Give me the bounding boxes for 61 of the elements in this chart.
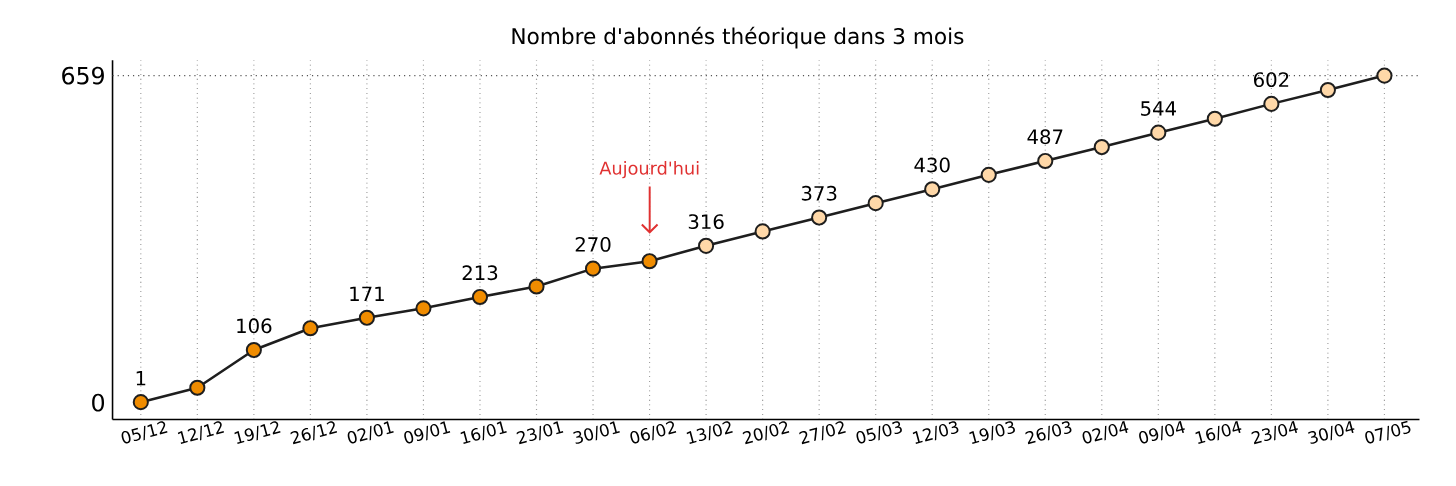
data-label: 270 [575, 237, 611, 253]
data-label: 316 [688, 214, 724, 230]
point [189, 379, 206, 396]
point [471, 289, 489, 306]
data-label: 213 [462, 265, 498, 281]
data-label: 487 [1027, 129, 1063, 145]
point [811, 209, 828, 226]
x-tick-label: 05/03 [856, 421, 902, 444]
data-label: 544 [1141, 101, 1176, 117]
point [1037, 153, 1054, 170]
x-tick-label: 12/03 [912, 421, 959, 445]
point [415, 300, 432, 317]
point [358, 309, 375, 327]
x-tick-label: 05/12 [121, 421, 168, 444]
x-tick-label: 26/03 [1025, 421, 1072, 445]
point [132, 394, 149, 411]
point [1319, 82, 1336, 99]
point [584, 260, 602, 277]
x-tick-label: 13/02 [686, 421, 733, 445]
point [641, 253, 658, 270]
point [867, 195, 884, 212]
point [1376, 67, 1393, 84]
point [698, 237, 715, 255]
point [1093, 139, 1110, 156]
chart-title: Nombre d'abonnés théorique dans 3 mois [512, 26, 964, 49]
x-tick-label: 02/04 [1082, 421, 1129, 444]
x-tick-label: 23/04 [1251, 421, 1298, 445]
data-label: 430 [914, 157, 950, 173]
point [1150, 124, 1167, 141]
x-tick-label: 23/01 [516, 421, 564, 445]
point [245, 342, 262, 359]
x-tick-label: 19/12 [234, 421, 281, 445]
point [924, 181, 941, 198]
data-label: 602 [1254, 72, 1289, 88]
x-tick-label: 26/12 [290, 421, 338, 445]
point [1263, 95, 1280, 113]
data-label: 373 [801, 186, 837, 201]
x-tick-label: 20/02 [742, 421, 790, 445]
annotation: Aujourd'hui [599, 161, 699, 179]
x-tick-label: 19/03 [969, 421, 1015, 445]
point [302, 320, 319, 337]
y-tick-label: 0 [92, 393, 105, 412]
x-tick-label: 16/01 [460, 421, 507, 445]
point [1206, 110, 1223, 128]
x-tick-label: 06/02 [630, 421, 677, 444]
point [528, 278, 545, 295]
x-tick-label: 12/12 [177, 421, 224, 445]
x-tick-label: 30/04 [1308, 421, 1355, 444]
point [980, 166, 997, 184]
x-tick-label: 02/01 [347, 421, 394, 444]
x-tick-label: 09/01 [404, 421, 451, 444]
x-tick-label: 07/05 [1365, 421, 1411, 444]
data-label: 106 [237, 318, 272, 334]
y-tick-label: 659 [62, 66, 104, 85]
data-label: 1 [136, 371, 146, 386]
data-label: 171 [350, 286, 384, 302]
x-tick-label: 09/04 [1139, 421, 1185, 444]
point [754, 223, 771, 240]
x-tick-label: 16/04 [1195, 421, 1242, 445]
x-tick-label: 27/02 [799, 421, 846, 445]
x-tick-label: 30/01 [573, 421, 620, 444]
